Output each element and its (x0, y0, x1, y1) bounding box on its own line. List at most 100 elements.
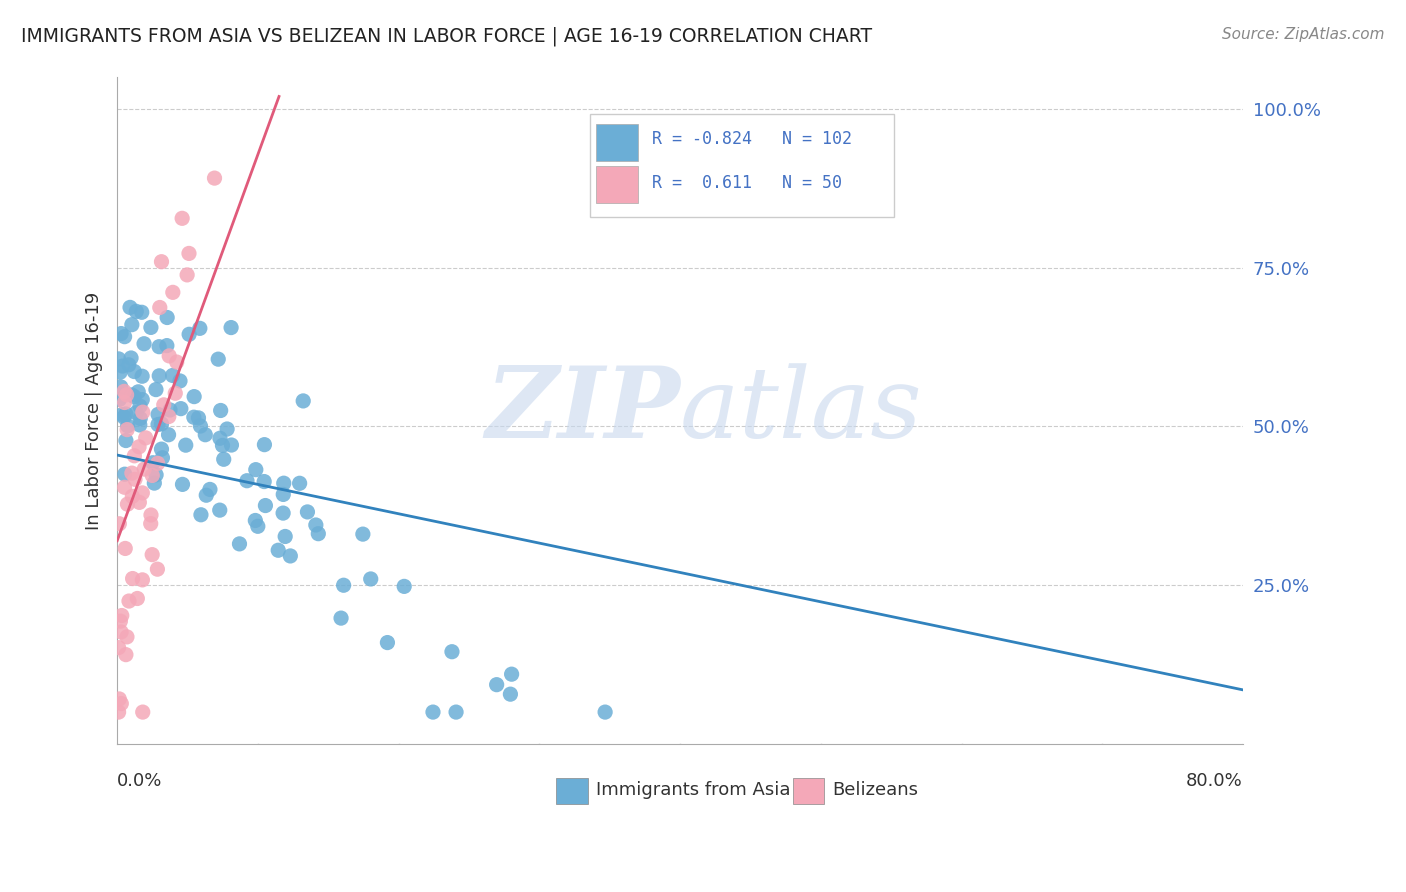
Point (115, 434, 138, 448)
Point (219, 320, 242, 334)
Point (176, 268, 198, 282)
Point (273, 476, 295, 491)
Point (217, 422, 239, 436)
Point (132, 405, 155, 419)
Text: ZIP: ZIP (485, 362, 681, 458)
Point (131, 369, 153, 384)
Point (183, 390, 205, 404)
Point (111, 408, 134, 422)
Point (593, 705, 616, 719)
Point (148, 368, 170, 383)
Point (156, 338, 179, 352)
Point (145, 383, 167, 397)
Text: 80.0%: 80.0% (1187, 772, 1243, 790)
Point (110, 326, 132, 341)
Point (422, 705, 444, 719)
Point (141, 548, 163, 562)
FancyBboxPatch shape (596, 124, 638, 161)
Point (377, 635, 399, 649)
Point (111, 608, 134, 623)
Point (121, 388, 143, 402)
Point (188, 321, 211, 335)
Point (117, 418, 139, 433)
Point (127, 591, 149, 606)
Point (253, 475, 276, 489)
Point (305, 518, 328, 533)
Point (122, 390, 145, 404)
Point (157, 427, 180, 442)
Point (146, 417, 169, 432)
Point (288, 476, 311, 491)
Point (150, 417, 173, 431)
Point (118, 594, 141, 608)
Point (145, 467, 167, 482)
Point (179, 327, 201, 342)
Point (121, 572, 143, 586)
Point (174, 438, 197, 452)
Point (134, 462, 156, 476)
Point (121, 466, 143, 480)
Point (132, 336, 155, 351)
Point (360, 572, 382, 586)
Point (124, 365, 146, 379)
Text: 0.0%: 0.0% (117, 772, 163, 790)
Point (125, 304, 148, 318)
Point (131, 305, 153, 319)
Point (194, 427, 217, 442)
Point (152, 398, 174, 412)
Point (128, 417, 150, 432)
Point (157, 409, 180, 424)
Point (208, 431, 231, 445)
Text: Belizeans: Belizeans (832, 781, 918, 799)
Point (152, 450, 174, 465)
FancyBboxPatch shape (557, 779, 588, 804)
Point (162, 368, 184, 383)
Point (139, 516, 162, 531)
Point (129, 411, 152, 425)
Point (246, 519, 269, 533)
Point (131, 392, 153, 407)
Point (139, 508, 162, 522)
Point (110, 614, 132, 628)
Point (120, 351, 142, 365)
Point (332, 578, 354, 592)
Point (108, 516, 131, 531)
Point (440, 645, 463, 659)
Point (127, 384, 149, 399)
Point (274, 529, 297, 543)
Point (124, 472, 146, 486)
Point (146, 408, 169, 422)
Point (142, 456, 165, 470)
Point (170, 401, 193, 416)
Point (121, 318, 143, 332)
Point (112, 384, 135, 399)
Point (156, 310, 179, 325)
Point (169, 374, 191, 388)
Point (207, 352, 229, 367)
Point (221, 438, 243, 452)
Point (139, 320, 162, 334)
Point (172, 477, 194, 491)
Point (245, 513, 267, 527)
Point (292, 393, 315, 408)
Point (146, 456, 169, 470)
Point (198, 483, 221, 497)
Point (118, 358, 141, 372)
Point (501, 667, 523, 681)
Point (271, 506, 294, 520)
Point (115, 630, 138, 644)
Point (444, 705, 467, 719)
Point (499, 687, 522, 701)
Point (253, 437, 276, 451)
Point (129, 399, 152, 413)
Point (135, 431, 157, 445)
Point (115, 407, 138, 421)
Point (183, 410, 205, 425)
Point (146, 562, 169, 576)
Point (114, 395, 136, 409)
Point (149, 301, 172, 315)
Point (211, 438, 233, 452)
Point (157, 349, 180, 363)
Point (128, 495, 150, 509)
Point (392, 579, 415, 593)
